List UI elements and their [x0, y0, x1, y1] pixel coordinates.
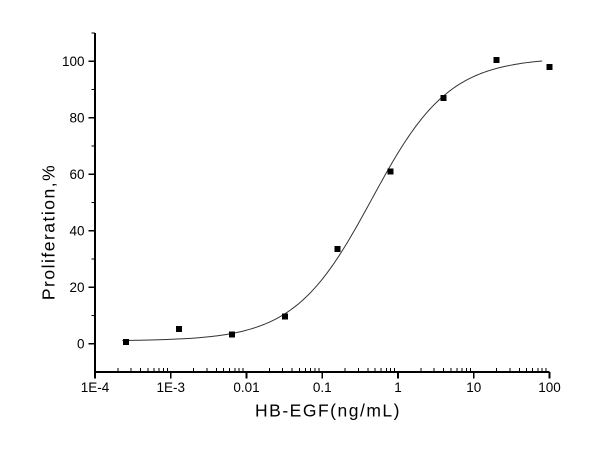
data-point-marker [122, 338, 129, 345]
data-point-marker [546, 63, 553, 70]
data-point-marker [228, 331, 235, 338]
x-tick-label: 1 [394, 380, 402, 395]
data-point-marker [440, 94, 447, 101]
data-point-marker [175, 325, 182, 332]
x-tick-label: 10 [466, 380, 481, 395]
y-tick-label: 100 [62, 54, 85, 69]
x-tick-label: 0.01 [233, 380, 259, 395]
data-point-marker [334, 246, 341, 253]
x-tick-label: 1E-3 [156, 380, 185, 395]
fit-curve [122, 60, 543, 341]
y-tick-label: 60 [69, 167, 84, 182]
y-tick-label: 40 [69, 223, 84, 238]
data-point-marker [493, 56, 500, 63]
data-point-marker [387, 168, 394, 175]
y-axis-title: Proliferation,% [38, 163, 59, 301]
x-tick-label: 0.1 [313, 380, 332, 395]
x-axis-title: HB-EGF(ng/mL) [255, 400, 401, 421]
y-tick-label: 80 [69, 110, 84, 125]
x-tick-label: 100 [538, 380, 561, 395]
data-point-marker [281, 313, 288, 320]
x-tick-label: 1E-4 [81, 380, 110, 395]
y-tick-label: 20 [69, 280, 84, 295]
y-tick-label: 0 [77, 336, 85, 351]
